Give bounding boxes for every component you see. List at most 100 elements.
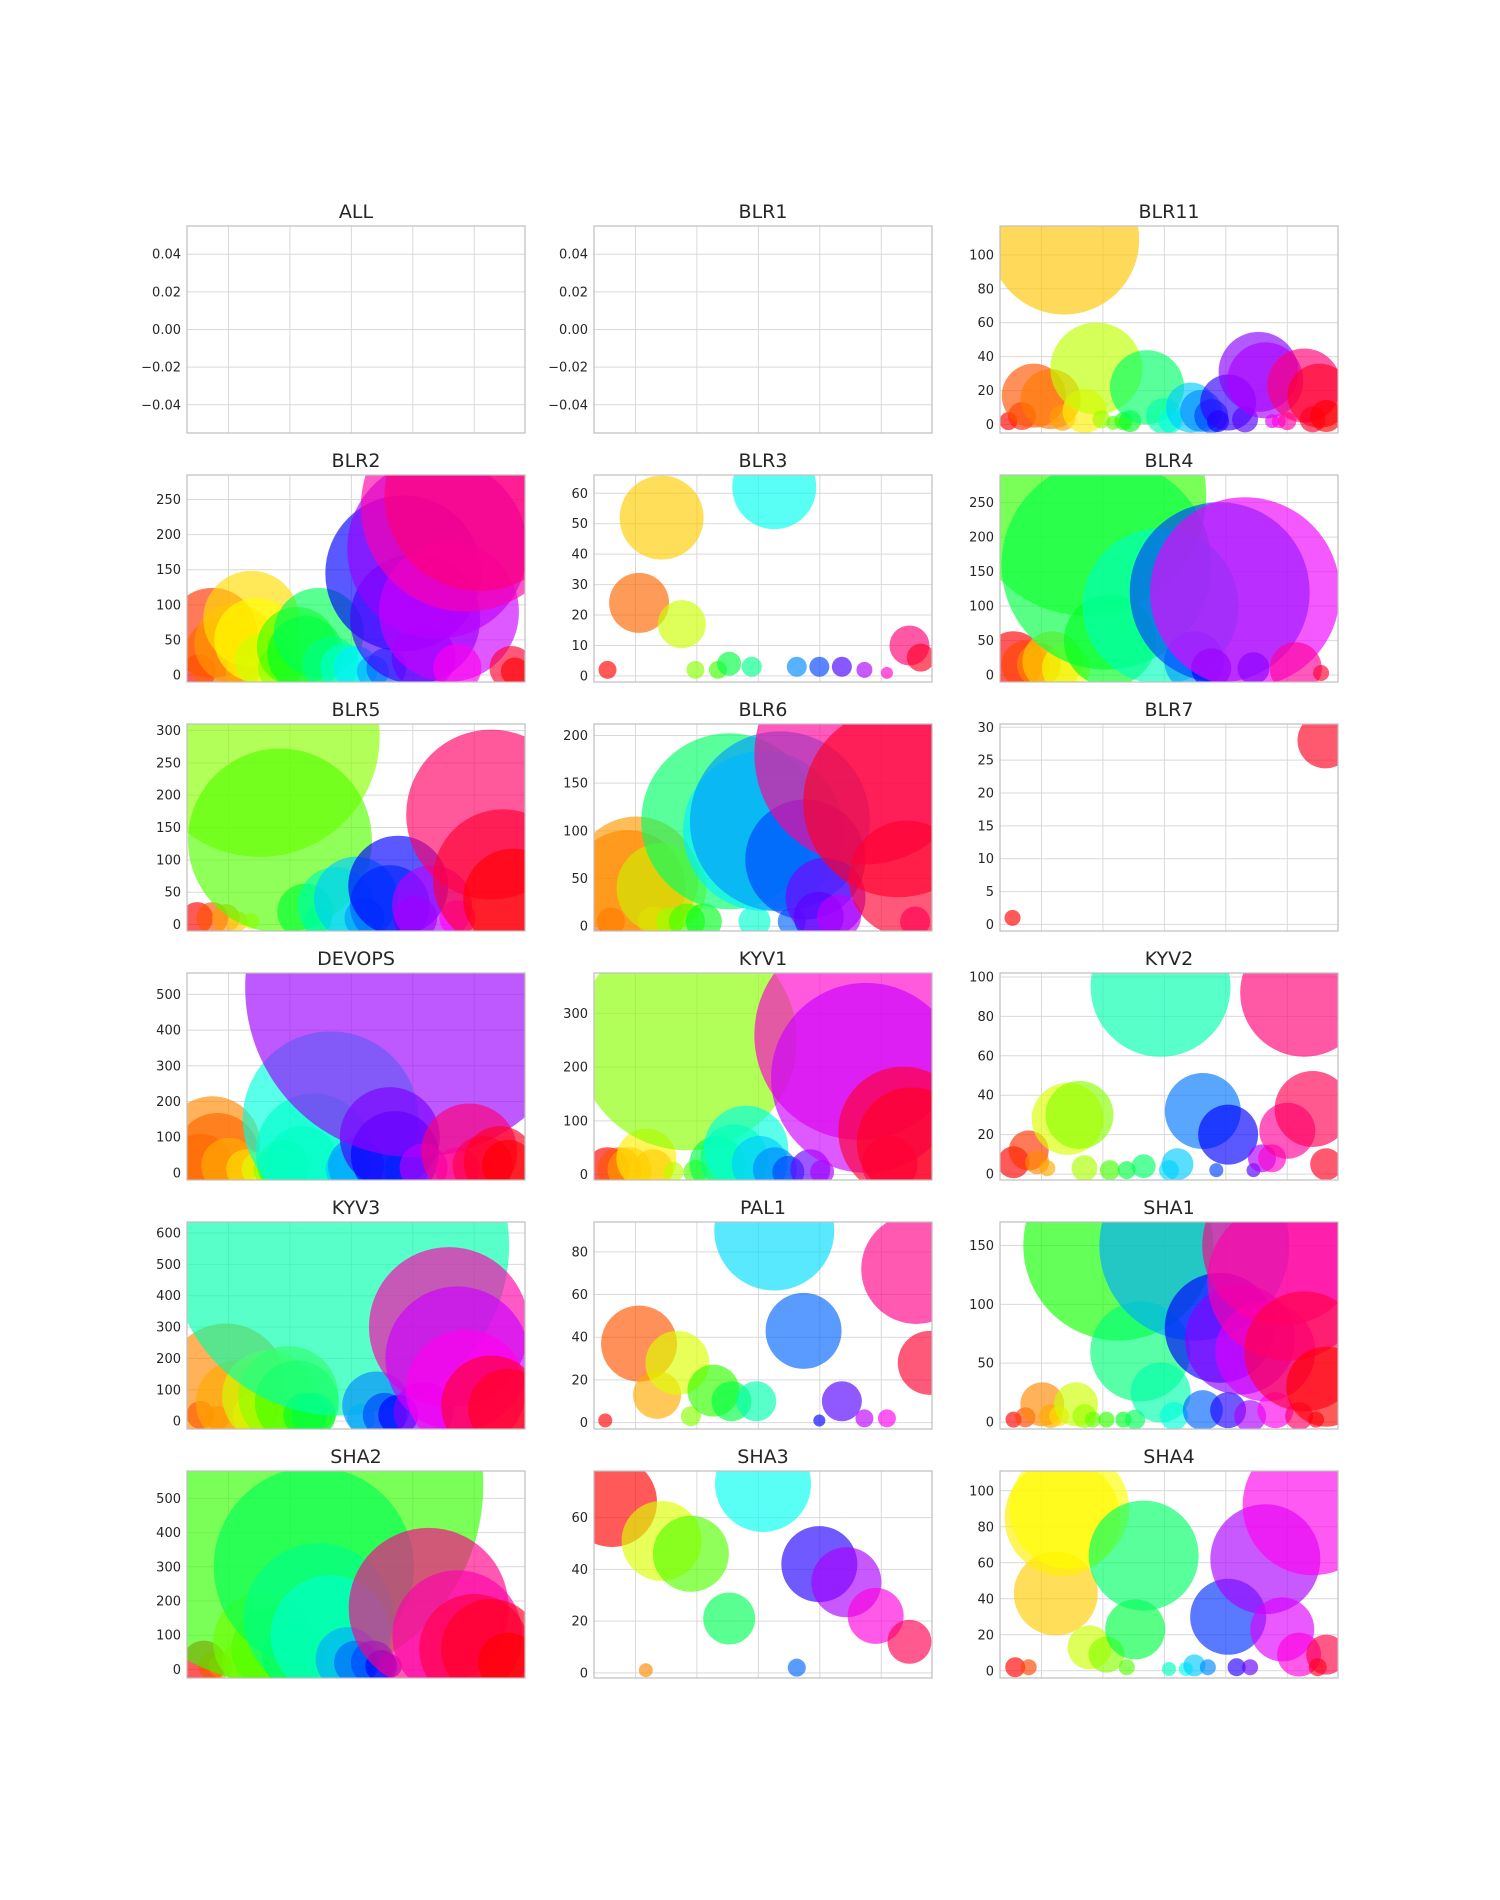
bubble-point — [738, 905, 771, 931]
y-tick-label: 50 — [164, 886, 181, 901]
y-tick-label: 100 — [969, 248, 994, 263]
bubble-point — [897, 1330, 932, 1395]
bubble-point — [1005, 1657, 1026, 1678]
bubble-point — [856, 661, 873, 678]
y-tick-label: 200 — [156, 1352, 181, 1367]
y-tick-label: 400 — [156, 1024, 181, 1039]
bubble-point — [821, 1381, 862, 1422]
bubble-point — [652, 1515, 729, 1592]
bubble-point — [686, 660, 705, 679]
bubble-point — [433, 643, 482, 682]
bubble-point — [1242, 1659, 1259, 1676]
subplot-title: SHA2 — [330, 1446, 381, 1468]
subplot-title: SHA1 — [1143, 1197, 1194, 1219]
subplot-blr7: 0 5 10 15 20 25 30 BLR7 — [977, 699, 1339, 933]
plot-frame — [999, 972, 1339, 1181]
bubble-point — [1099, 1160, 1120, 1180]
bubble-point — [1162, 1662, 1176, 1676]
bubble-point — [1310, 1148, 1338, 1180]
y-tick-label: 0 — [173, 1663, 181, 1678]
y-tick-label: 0 — [173, 1415, 181, 1430]
y-tick-label: 0 — [580, 1666, 588, 1681]
plot-frame — [593, 474, 933, 683]
plot-frame — [186, 1470, 526, 1679]
y-tick-label: 60 — [571, 1288, 588, 1303]
bubbles — [1004, 724, 1338, 926]
bubble-point — [619, 475, 704, 560]
y-tick-label: 200 — [563, 729, 588, 744]
bubble-point — [880, 666, 893, 679]
y-tick-label: 60 — [977, 1049, 994, 1064]
bubble-point — [384, 475, 525, 592]
bubble-point — [1240, 973, 1338, 1057]
y-tick-label: 100 — [156, 1131, 181, 1146]
y-tick-label: 20 — [977, 1128, 994, 1143]
bubble-point — [1117, 1161, 1136, 1180]
bubble-point — [715, 1471, 811, 1532]
y-tick-label: 10 — [571, 639, 588, 654]
y-tick-label: 150 — [969, 1239, 994, 1254]
bubble-point — [1000, 226, 1140, 315]
bubble-point — [1090, 973, 1231, 1057]
y-tick-label: 100 — [156, 1383, 181, 1398]
bubble-point — [680, 1406, 701, 1427]
y-tick-label: 200 — [156, 1095, 181, 1110]
bubble-point — [663, 1161, 684, 1180]
y-tick-label: 60 — [977, 1556, 994, 1571]
y-tick-label: 200 — [969, 531, 994, 546]
y-tick-label: 30 — [977, 721, 994, 736]
bubble-point — [861, 1222, 932, 1324]
y-tick-label: 150 — [156, 563, 181, 578]
y-tick-label: 0 — [580, 1168, 588, 1183]
y-tick-label: 20 — [571, 1373, 588, 1388]
subplot-pal1: 0 20 40 60 80 PAL1 — [571, 1197, 933, 1431]
y-tick-label: 0.04 — [559, 248, 588, 263]
y-tick-label: 0 — [173, 668, 181, 683]
y-tick-label: 60 — [571, 1511, 588, 1526]
subplot-blr2: 0 50 100 150 200 250 BLR2 — [156, 450, 526, 683]
bubbles — [1000, 226, 1338, 433]
bubble-point — [1199, 1659, 1216, 1676]
y-tick-label: 40 — [977, 1089, 994, 1104]
y-tick-label: 80 — [977, 1010, 994, 1025]
y-tick-label: 500 — [156, 1258, 181, 1273]
subplot-title: KYV3 — [332, 1197, 380, 1219]
bubble-point — [1118, 1659, 1135, 1676]
y-tick-label: 0 — [580, 920, 588, 935]
y-tick-label: 60 — [571, 487, 588, 502]
bubbles — [598, 1222, 932, 1428]
y-tick-label: 20 — [977, 1628, 994, 1643]
bubble-point — [810, 1159, 835, 1180]
bubble-point — [1004, 909, 1021, 926]
y-tick-label: 200 — [563, 1061, 588, 1076]
bubble-point — [1198, 1104, 1259, 1165]
subplot-title: BLR1 — [739, 201, 788, 223]
y-tick-label: 300 — [156, 1560, 181, 1575]
y-tick-label: 40 — [571, 1331, 588, 1346]
bubble-point — [1183, 1654, 1206, 1677]
bubble-point — [809, 656, 830, 677]
plot-frame — [186, 1221, 526, 1430]
bubble-point — [1020, 1659, 1037, 1676]
subplot-devops: 0 100 200 300 400 500 DEVOPS — [156, 948, 526, 1181]
y-tick-label: 100 — [563, 824, 588, 839]
y-tick-label: 40 — [571, 548, 588, 563]
bubble-point — [887, 1619, 932, 1664]
y-tick-label: 20 — [977, 787, 994, 802]
subplot-title: SHA4 — [1143, 1446, 1194, 1468]
bubble-point — [463, 848, 525, 931]
bubble-point — [1098, 1411, 1115, 1428]
y-tick-label: 100 — [156, 1629, 181, 1644]
bubble-point — [1131, 1154, 1156, 1179]
y-tick-label: 200 — [156, 1595, 181, 1610]
y-tick-label: 600 — [156, 1226, 181, 1241]
bubble-point — [685, 903, 722, 931]
y-tick-label: 0 — [986, 1168, 994, 1183]
bubble-point — [813, 1414, 826, 1427]
subplot-kyv3: 0 100 200 300 400 500 600 KYV3 — [156, 1197, 526, 1430]
subplot-sha1: 0 50 100 150 SHA1 — [969, 1197, 1339, 1430]
subplot-title: BLR7 — [1145, 699, 1194, 721]
y-tick-label: 40 — [977, 350, 994, 365]
bubble-point — [831, 656, 852, 677]
